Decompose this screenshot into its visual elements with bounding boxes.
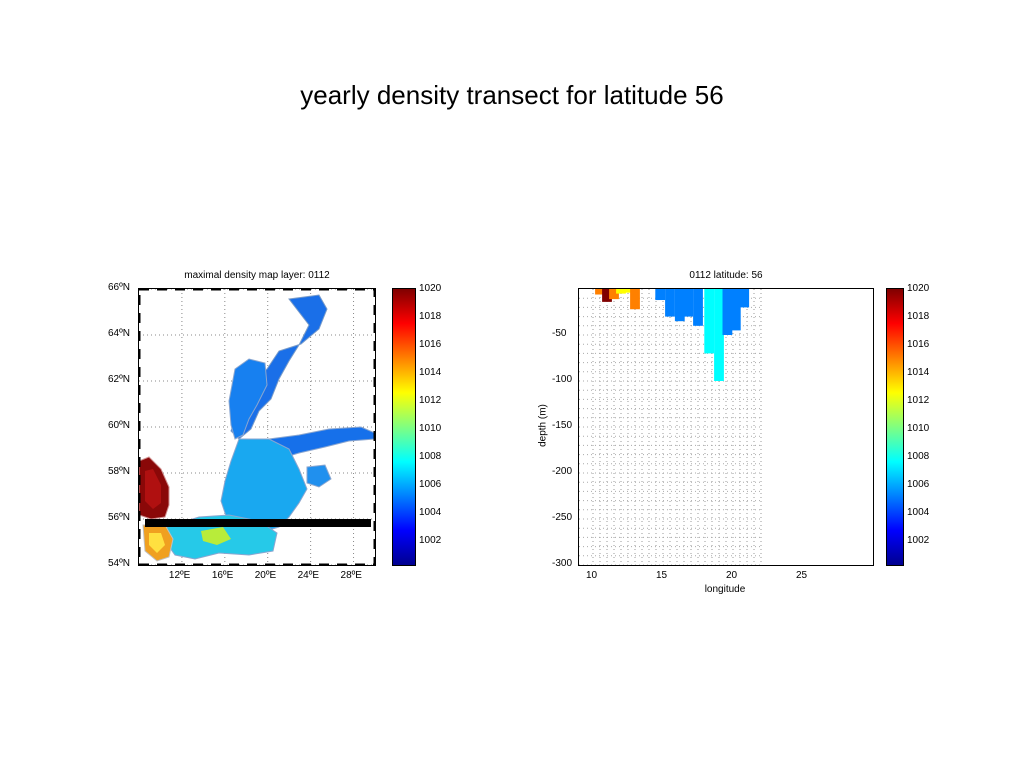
colorbar-tick-label: 1008 [907, 451, 930, 462]
transect-column [674, 289, 685, 322]
colorbar-tick-label: 1004 [907, 507, 930, 518]
transect-y-tick-label: -50 [552, 328, 567, 339]
colorbar-tick-label: 1004 [419, 507, 442, 518]
transect-xlabel: longitude [704, 584, 746, 595]
colorbar-tick-label: 1006 [907, 479, 930, 490]
colorbar-tick-label: 1002 [419, 535, 442, 546]
transect-column [665, 289, 675, 317]
transect-column [714, 289, 724, 381]
map-x-tick-label: 12ºE [168, 570, 191, 581]
transect-colorbar [886, 288, 904, 566]
transect-column [683, 289, 694, 317]
colorbar-tick-label: 1020 [419, 283, 442, 294]
slide-title: yearly density transect for latitude 56 [300, 80, 724, 110]
transect-columns [595, 289, 750, 381]
map-frame-ticks [138, 288, 376, 566]
gulf-of-riga [306, 464, 332, 488]
colorbar-tick-label: 1008 [419, 451, 442, 462]
map-y-tick-label: 58ºN [108, 466, 130, 477]
map-title: maximal density map layer: 0112 [184, 270, 330, 281]
transect-x-tick-label: 25 [796, 570, 808, 581]
map-colorbar-gradient [393, 289, 415, 565]
transect-x-tick-label: 15 [656, 570, 668, 581]
colorbar-tick-label: 1014 [907, 367, 930, 378]
colorbar-tick-label: 1006 [419, 479, 442, 490]
transect-column [609, 289, 619, 300]
transect-column [623, 289, 633, 293]
bothnian-sea [228, 358, 268, 440]
transect-column [693, 289, 703, 326]
map-y-tick-label: 54ºN [108, 558, 130, 569]
map-x-tick-label: 16ºE [211, 570, 234, 581]
colorbar-tick-label: 1010 [419, 423, 442, 434]
colorbar-tick-label: 1014 [419, 367, 442, 378]
map-y-tick-label: 64ºN [108, 328, 130, 339]
transect-ylabel: depth (m) [537, 404, 549, 447]
transect-column [739, 289, 750, 308]
transect-plot-area [578, 288, 874, 566]
colorbar-tick-label: 1018 [907, 311, 930, 322]
map-x-tick-label: 20ºE [254, 570, 277, 581]
transect-line [145, 519, 371, 527]
transect-title: 0112 latitude: 56 [689, 270, 763, 281]
kattegat-inner [149, 533, 165, 553]
transect-y-tick-label: -200 [552, 466, 573, 477]
transect-x-tick-label: 20 [726, 570, 738, 581]
colorbar-tick-label: 1016 [907, 339, 930, 350]
map-colorbar [392, 288, 416, 566]
map-x-tick-label: 24ºE [297, 570, 320, 581]
transect-svg [579, 289, 762, 565]
colorbar-tick-label: 1020 [907, 283, 930, 294]
transect-column [730, 289, 741, 331]
transect-column [630, 289, 640, 310]
transect-column [616, 289, 626, 294]
transect-column [602, 289, 612, 302]
transect-x-tick-label: 10 [586, 570, 598, 581]
transect-colorbar-gradient [887, 289, 903, 565]
colorbar-tick-label: 1002 [907, 535, 930, 546]
transect-column [722, 289, 733, 335]
transect-y-tick-label: -100 [552, 374, 573, 385]
transect-y-tick-label: -150 [552, 420, 573, 431]
transect-column [595, 289, 605, 295]
transect-column [655, 289, 666, 301]
map-plot-area [138, 288, 376, 566]
map-y-tick-label: 62ºN [108, 374, 130, 385]
transect-column [704, 289, 715, 354]
colorbar-tick-label: 1010 [907, 423, 930, 434]
map-y-tick-label: 56ºN [108, 512, 130, 523]
colorbar-tick-label: 1012 [419, 395, 442, 406]
map-svg [139, 289, 375, 565]
skagerrak-core [145, 469, 161, 509]
colorbar-tick-label: 1018 [419, 311, 442, 322]
arkona-basin [201, 527, 231, 545]
map-y-tick-label: 66ºN [108, 282, 130, 293]
transect-y-tick-label: -250 [552, 512, 573, 523]
map-x-tick-label: 28ºE [340, 570, 362, 581]
transect-y-tick-label: -300 [552, 558, 573, 569]
colorbar-tick-label: 1012 [907, 395, 930, 406]
colorbar-tick-label: 1016 [419, 339, 442, 350]
map-y-tick-label: 60ºN [108, 420, 130, 431]
